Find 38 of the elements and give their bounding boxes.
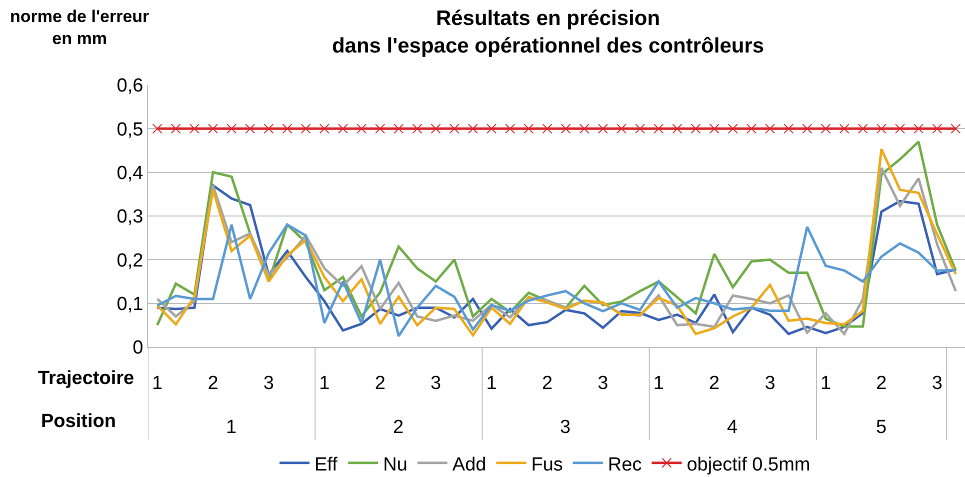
text: Position <box>41 411 116 432</box>
x-tick-label: 1 <box>653 372 664 394</box>
chart-title: Résultats en précision dans l'espace opérationnel des contrôleurs <box>332 7 764 58</box>
x-tick-label: 1 <box>152 372 163 394</box>
text: 3 <box>560 417 571 438</box>
y-tick-label: 0 <box>132 338 144 359</box>
y-tick-label: 0,2 <box>116 250 144 272</box>
x-tick-label: 2 <box>542 372 553 394</box>
text: 2 <box>393 417 404 438</box>
x-tick-label: 2 <box>374 372 386 394</box>
text: 4 <box>727 417 738 438</box>
y-tick-label: 0,3 <box>116 206 144 228</box>
x-tick-label: 2 <box>876 372 887 394</box>
legend-label: Add <box>452 454 486 476</box>
x-tick-label: 1 <box>820 372 832 394</box>
x-tick-label: 3 <box>764 372 776 394</box>
y-tick-label: 0,5 <box>116 119 144 140</box>
y-tick-label: 0,6 <box>116 76 144 97</box>
y-tick-label: 0,1 <box>116 294 144 315</box>
legend-label: objectif 0.5mm <box>686 454 810 476</box>
y-axis-title: norme de l'erreur en mm <box>10 7 150 48</box>
text: 1 <box>226 417 237 438</box>
x-tick-label: 3 <box>598 372 608 394</box>
x-tick-label: 1 <box>486 372 497 394</box>
legend-label: Nu <box>383 454 408 476</box>
text: 5 <box>876 417 887 438</box>
x-tick-label: 2 <box>709 372 720 394</box>
legend-label: Eff <box>314 454 338 476</box>
y-tick-label: 0,4 <box>116 162 144 184</box>
line-series <box>156 223 957 338</box>
x-tick-label: 3 <box>430 372 442 394</box>
x-tick-label: 1 <box>319 372 330 394</box>
x-tick-label: 3 <box>932 372 942 394</box>
x-tick-label: 2 <box>208 372 218 394</box>
text: Trajectoire <box>38 368 134 389</box>
legend-label: Rec <box>608 454 642 476</box>
legend-label: Fus <box>531 454 563 476</box>
x-tick-label: 3 <box>263 372 274 394</box>
